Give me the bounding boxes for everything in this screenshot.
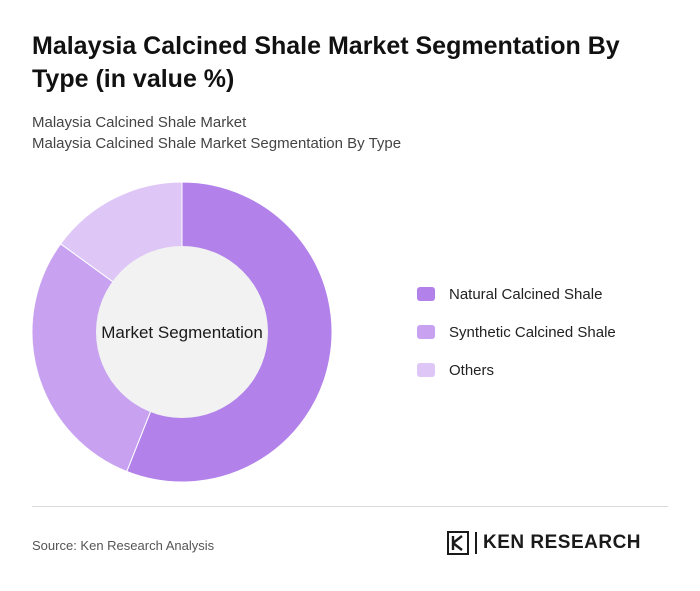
chart-subtitle: Malaysia Calcined Shale Market Malaysia … xyxy=(32,112,672,154)
subtitle-line-2: Malaysia Calcined Shale Market Segmentat… xyxy=(32,135,402,152)
legend-label: Synthetic Calcined Shale xyxy=(449,323,616,341)
ken-logo-icon xyxy=(447,531,469,555)
chart-title: Malaysia Calcined Shale Market Segmentat… xyxy=(32,32,620,93)
source-note: Source: Ken Research Analysis xyxy=(32,538,215,553)
legend-item-others: Others xyxy=(417,360,616,380)
donut-center-label: Market Segmentation xyxy=(101,323,263,342)
donut-hole xyxy=(96,246,268,418)
legend-swatch xyxy=(417,325,435,339)
legend-label: Others xyxy=(449,361,495,379)
legend-swatch xyxy=(417,363,435,377)
footer-divider xyxy=(32,506,668,507)
logo-wordmark: KEN RESEARCH xyxy=(483,532,642,553)
chart-legend: Natural Calcined Shale Synthetic Calcined… xyxy=(417,284,616,398)
logo-separator xyxy=(475,532,477,554)
subtitle-line-1: Malaysia Calcined Shale Market xyxy=(32,114,247,131)
donut-chart: Market Segmentation xyxy=(31,181,333,483)
legend-item-synthetic-calcined-shale: Synthetic Calcined Shale xyxy=(417,322,616,342)
ken-research-logo: KEN RESEARCH xyxy=(447,530,641,556)
legend-item-natural-calcined-shale: Natural Calcined Shale xyxy=(417,284,616,304)
legend-label: Natural Calcined Shale xyxy=(449,285,603,303)
legend-swatch xyxy=(417,287,435,301)
